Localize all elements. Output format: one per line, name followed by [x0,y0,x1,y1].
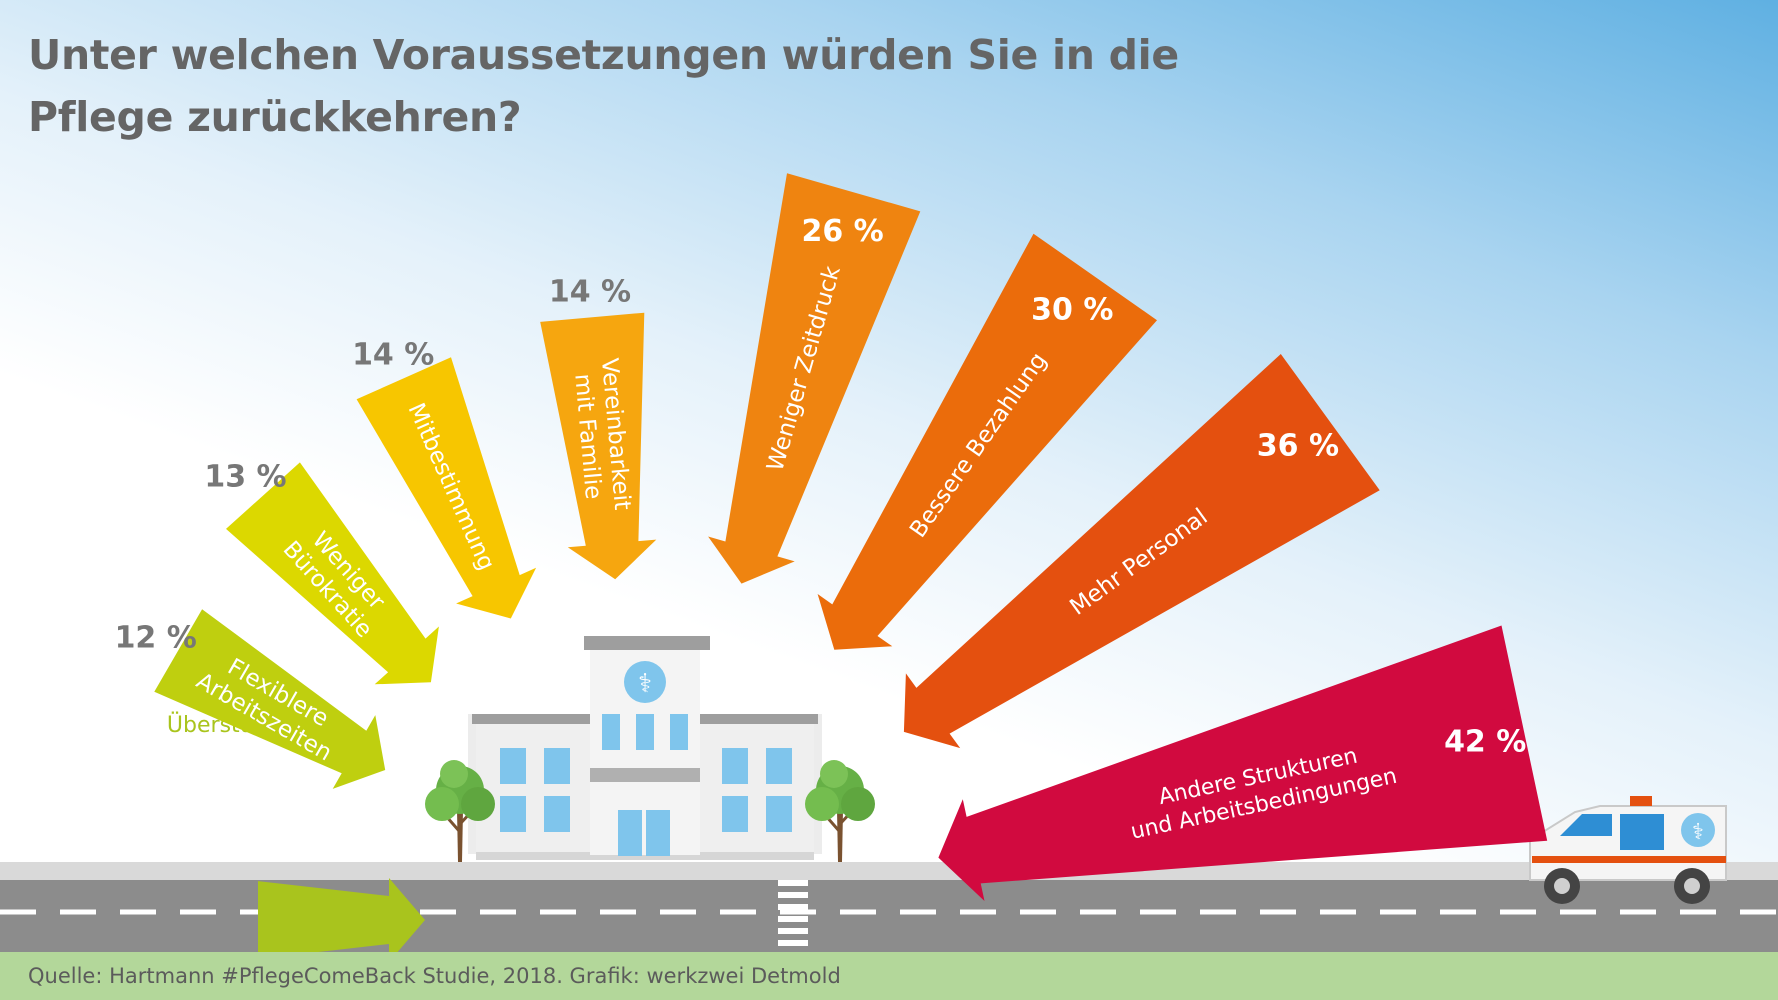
svg-text:⚕: ⚕ [638,669,652,699]
bar-4 [356,357,537,619]
bar-3 [226,462,439,685]
value-label-8: 36 % [1257,429,1339,464]
bar-8 [903,354,1380,749]
bar-5 [540,312,657,580]
value-label-3: 13 % [204,459,286,494]
source-footer: Quelle: Hartmann #PflegeComeBack Studie,… [0,952,1778,1000]
bar-1 [258,878,425,962]
source-text: Quelle: Hartmann #PflegeComeBack Studie,… [28,964,841,988]
value-label-7: 30 % [1031,293,1113,328]
ambulance-illustration: ⚕ [1529,796,1727,904]
bar-6 [708,173,921,584]
hospital-illustration: ⚕ [468,636,822,860]
crosswalk [778,880,808,946]
bar-9 [938,625,1548,901]
bars-group: 6 %WenigerÜberstundenFlexiblereArbeitsze… [115,173,1548,962]
svg-text:⚕: ⚕ [1692,820,1704,845]
value-label-2: 12 % [115,621,197,656]
value-label-4: 14 % [352,338,434,373]
value-label-5: 14 % [549,274,631,309]
bar-7 [817,233,1157,650]
chart-title: Unter welchen Voraussetzungen würden Sie… [28,31,1179,141]
value-label-9: 42 % [1444,724,1526,759]
bar-2 [154,609,386,789]
value-label-6: 26 % [801,214,883,249]
